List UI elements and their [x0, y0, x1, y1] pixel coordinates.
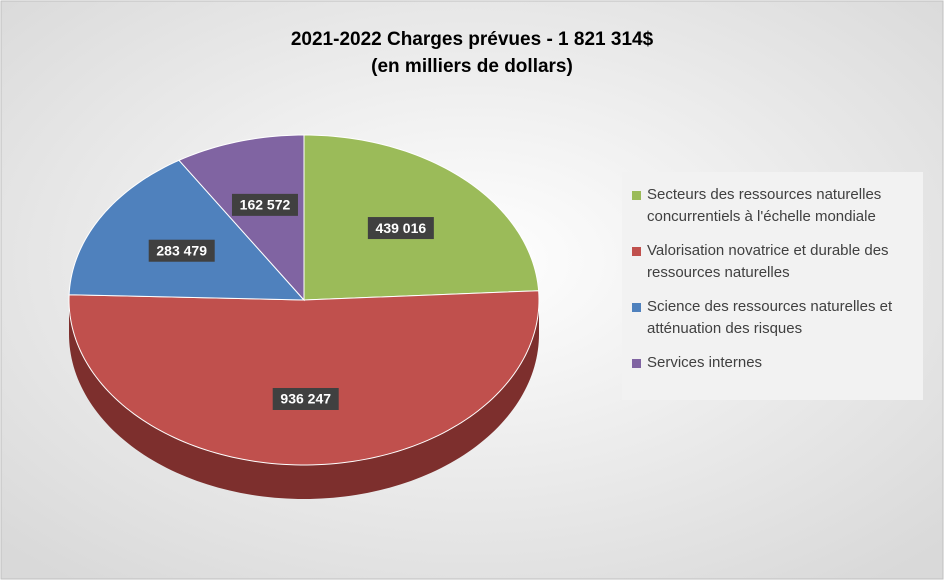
- legend-swatch: [632, 359, 641, 368]
- slice: [178, 134, 305, 302]
- legend-item: Valorisation novatrice et durable des re…: [632, 240, 917, 284]
- legend-item: Services internes: [632, 352, 917, 374]
- legend-item: Secteurs des ressources naturelles concu…: [632, 184, 917, 228]
- data-label: 439 016: [376, 220, 427, 236]
- legend-label: Services internes: [647, 354, 763, 371]
- slice: [68, 290, 540, 466]
- legend: Secteurs des ressources naturelles concu…: [622, 172, 923, 400]
- data-label-box: [148, 239, 215, 262]
- data-label: 936 247: [280, 391, 331, 407]
- data-label-box: [272, 387, 339, 410]
- slice-side: [69, 300, 539, 499]
- legend-label: Secteurs des ressources naturelles concu…: [647, 186, 882, 225]
- legend-item: Science des ressources naturelles et att…: [632, 296, 917, 340]
- legend-label: Valorisation novatrice et durable des re…: [647, 242, 889, 281]
- legend-label: Science des ressources naturelles et att…: [647, 298, 893, 337]
- data-label: 283 479: [156, 242, 207, 258]
- legend-swatch: [632, 303, 641, 312]
- legend-swatch: [632, 191, 641, 200]
- chart-subtitle: (en milliers de dollars): [371, 56, 573, 77]
- slice: [68, 159, 306, 301]
- data-label-box: [367, 217, 434, 240]
- data-label: 162 572: [240, 197, 291, 213]
- chart-title: 2021-2022 Charges prévues - 1 821 314$: [291, 29, 654, 50]
- legend-swatch: [632, 247, 641, 256]
- data-label-box: [231, 193, 298, 216]
